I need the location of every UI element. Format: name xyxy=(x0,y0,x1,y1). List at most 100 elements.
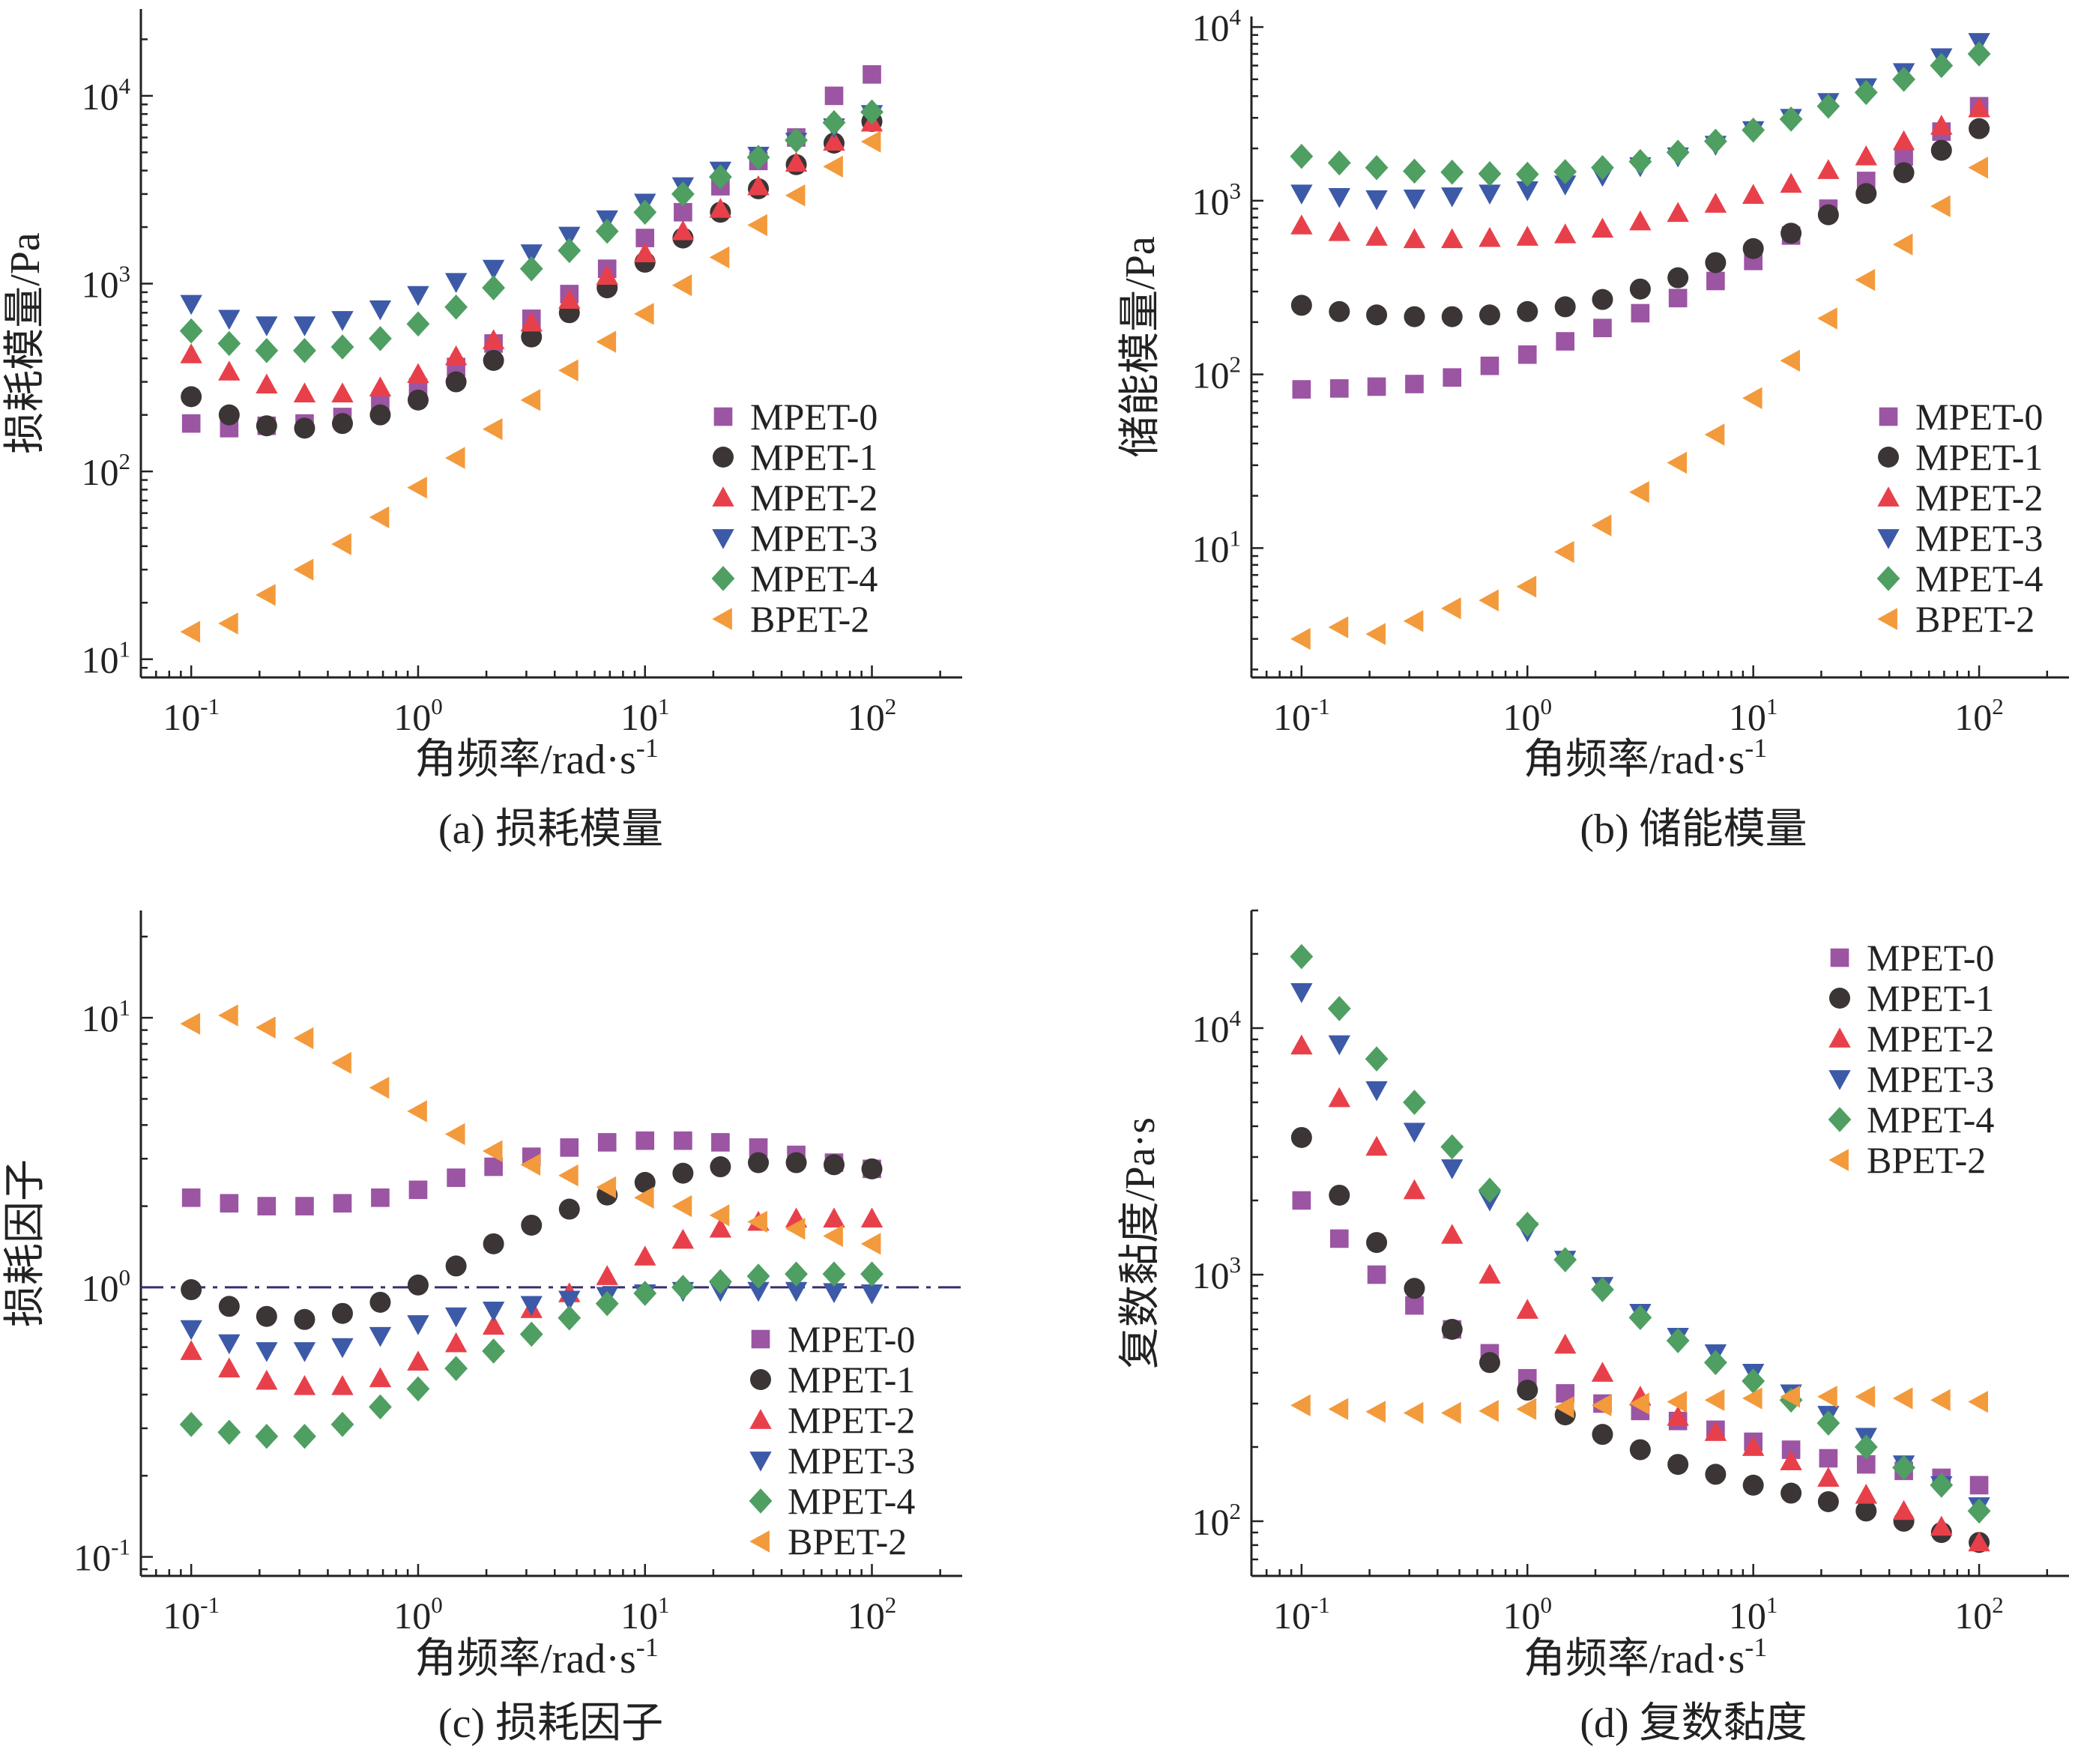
data-point xyxy=(1403,1179,1426,1200)
data-point xyxy=(747,175,770,196)
data-point xyxy=(634,303,654,325)
data-point xyxy=(371,1188,390,1207)
data-point xyxy=(1478,161,1502,187)
data-point xyxy=(1591,1277,1614,1302)
data-point xyxy=(1816,1410,1840,1436)
y-tick-label-exp: 4 xyxy=(119,73,131,99)
data-point xyxy=(1816,93,1840,119)
y-tick-label-base: 10 xyxy=(82,997,119,1039)
data-point xyxy=(1403,228,1426,249)
data-point xyxy=(1480,356,1499,375)
legend-marker xyxy=(749,1452,772,1472)
y-tick-label-base: 10 xyxy=(1192,1254,1230,1296)
data-point xyxy=(408,1180,428,1200)
data-point xyxy=(1328,220,1350,241)
data-point xyxy=(1516,1398,1537,1421)
data-point xyxy=(447,1168,465,1187)
data-point xyxy=(1780,172,1802,193)
series-mpet-2 xyxy=(1290,97,1990,249)
data-point xyxy=(558,359,579,382)
data-point xyxy=(785,1281,808,1302)
data-point xyxy=(520,389,541,411)
legend-label: MPET-0 xyxy=(1915,396,2043,438)
y-tick-label-exp: 1 xyxy=(1230,525,1242,551)
data-point xyxy=(595,1290,619,1317)
data-point xyxy=(823,130,845,151)
data-point xyxy=(1706,271,1725,291)
data-point xyxy=(180,294,202,315)
data-point xyxy=(1930,115,1953,135)
data-point xyxy=(1629,278,1651,300)
data-point xyxy=(369,1394,392,1420)
data-point xyxy=(1591,217,1614,238)
data-point xyxy=(671,274,692,297)
data-point xyxy=(1515,161,1539,187)
data-point xyxy=(1667,451,1688,474)
data-point xyxy=(330,1412,354,1437)
data-point xyxy=(1365,154,1389,181)
data-point xyxy=(1703,1350,1727,1376)
data-point xyxy=(1403,158,1426,184)
data-point xyxy=(333,1194,352,1213)
y-tick-label-base: 10 xyxy=(1192,528,1230,570)
data-point xyxy=(369,300,392,321)
data-point xyxy=(294,417,315,439)
data-point xyxy=(217,330,241,357)
y-tick-label-exp: 2 xyxy=(119,448,131,474)
panel-caption: (a) 损耗模量 xyxy=(438,806,663,853)
data-point xyxy=(1365,623,1386,645)
x-tick-label-base: 10 xyxy=(393,696,431,738)
data-point xyxy=(1742,184,1765,204)
x-tick-label: 101 xyxy=(620,1592,670,1637)
y-tick-label-exp: 0 xyxy=(119,1264,131,1290)
data-point xyxy=(1553,1396,1574,1419)
data-point xyxy=(1365,190,1388,211)
data-point xyxy=(1892,1455,1915,1481)
data-point xyxy=(558,1305,582,1331)
data-point xyxy=(1817,1467,1840,1487)
data-point xyxy=(293,316,316,336)
series-bpet-2 xyxy=(1290,157,1988,650)
data-point xyxy=(1403,1401,1424,1425)
x-tick-label-exp: -1 xyxy=(1311,1592,1330,1618)
data-point xyxy=(860,99,884,125)
data-point xyxy=(785,1152,807,1174)
x-axis-label-sup: -1 xyxy=(636,1632,659,1662)
x-axis-label: 角频率/rad·s-1 xyxy=(1523,733,1768,783)
data-point xyxy=(180,1320,202,1341)
y-axis-label: 损耗模量/Pa xyxy=(2,232,49,454)
data-point xyxy=(482,259,505,280)
legend-marker xyxy=(713,407,733,426)
data-point xyxy=(181,1188,201,1207)
data-point xyxy=(444,447,465,469)
legend-label: MPET-1 xyxy=(750,436,878,478)
x-tick-label: 10-1 xyxy=(163,693,220,738)
data-point xyxy=(1817,159,1840,179)
data-point xyxy=(634,242,656,262)
data-point xyxy=(218,1004,238,1027)
x-axis-label-text: 角频率/rad·s xyxy=(1523,1636,1745,1682)
data-point xyxy=(558,1164,579,1187)
y-tick-label-exp: 1 xyxy=(119,636,131,662)
x-tick-label-base: 10 xyxy=(848,696,885,738)
data-point xyxy=(255,1423,279,1449)
data-point xyxy=(558,289,581,309)
x-tick-label-exp: 0 xyxy=(1541,693,1553,719)
legend-marker xyxy=(712,486,734,507)
legend-marker xyxy=(1828,1027,1851,1048)
data-point xyxy=(1704,1421,1727,1441)
data-point xyxy=(1593,318,1612,338)
data-point xyxy=(293,382,316,403)
data-point xyxy=(406,311,430,337)
series-mpet-0 xyxy=(181,1131,881,1215)
y-tick-label: 104 xyxy=(1192,4,1242,49)
data-point xyxy=(1290,1034,1313,1055)
data-point xyxy=(1478,1177,1502,1203)
data-point xyxy=(1292,380,1311,399)
data-point xyxy=(218,1296,240,1317)
x-axis-label-text: 角频率/rad·s xyxy=(414,737,636,783)
data-point xyxy=(1969,118,1990,139)
data-point xyxy=(1367,1265,1386,1284)
x-tick-label-base: 10 xyxy=(1503,696,1541,738)
data-point xyxy=(180,620,201,643)
